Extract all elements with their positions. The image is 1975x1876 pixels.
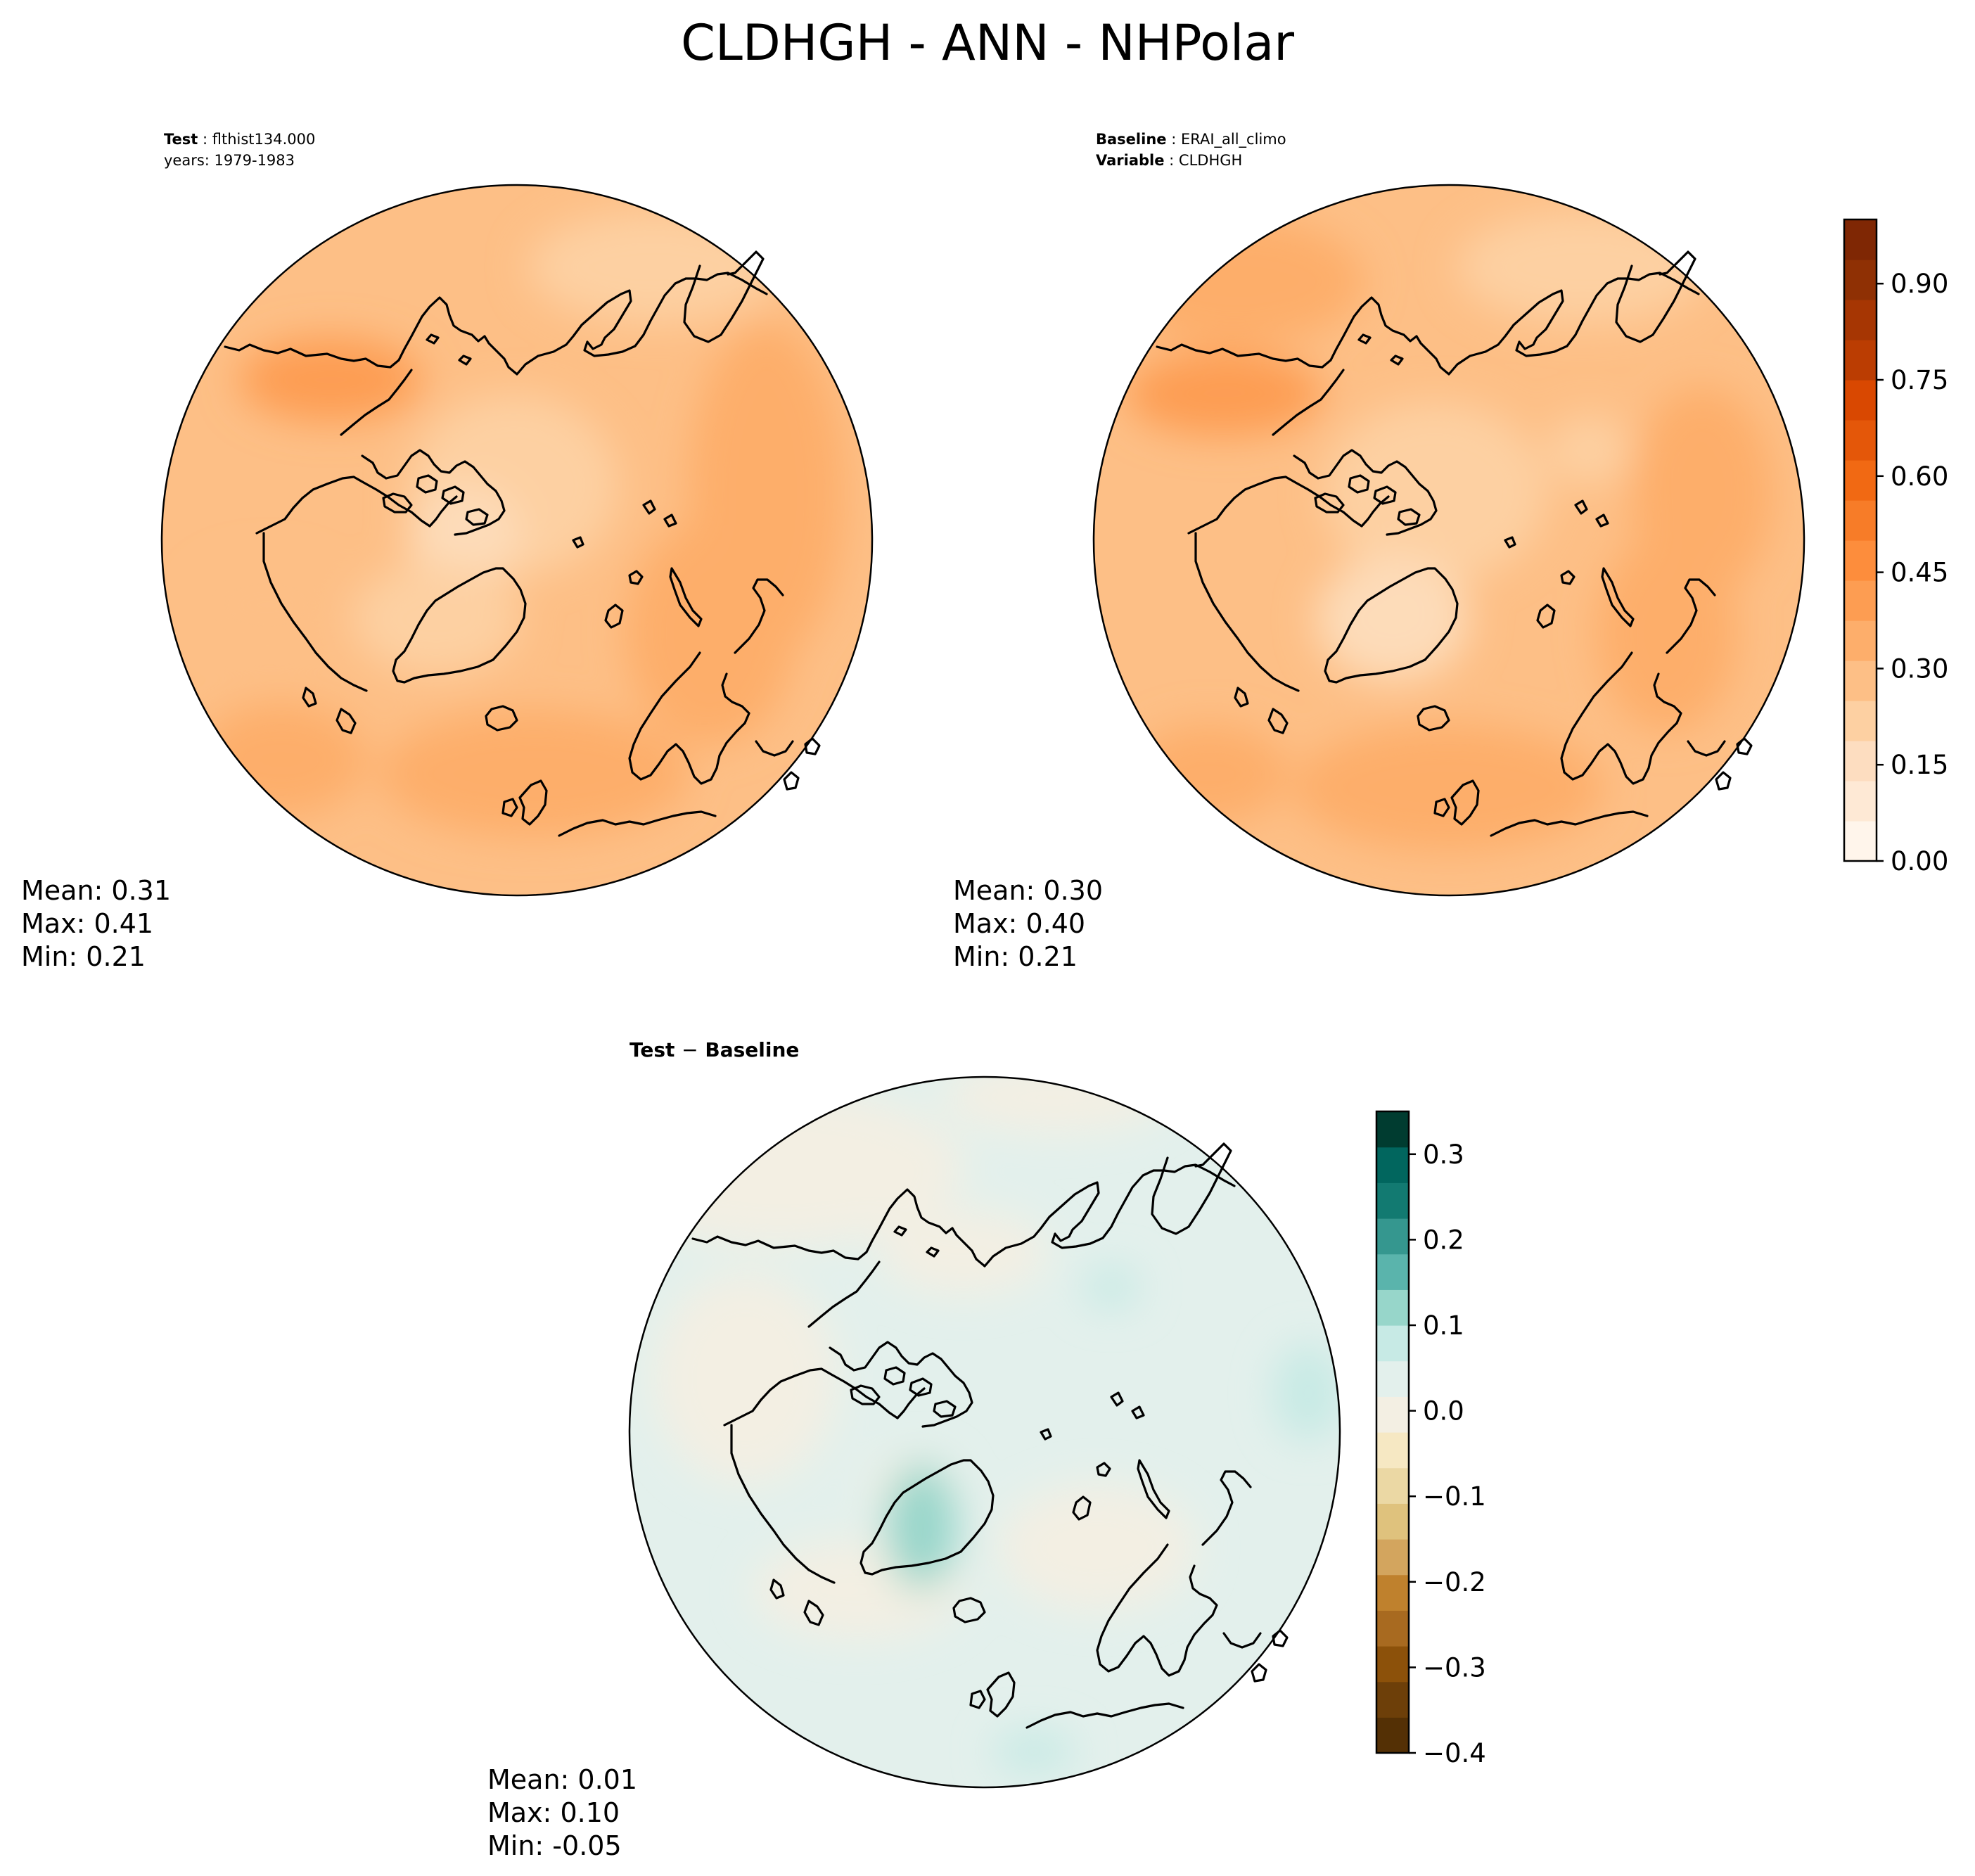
main-colorbar-segment xyxy=(1844,620,1877,661)
variable-label-key: Variable xyxy=(1096,152,1165,169)
diff-colorbar-tick-label: −0.1 xyxy=(1423,1481,1486,1512)
main-colorbar-tick-label: 0.30 xyxy=(1891,653,1948,684)
test-mean: Mean: 0.31 xyxy=(21,875,172,906)
diff-colorbar-segment xyxy=(1376,1681,1409,1718)
diff-colorbar-segment xyxy=(1376,1467,1409,1504)
main-colorbar-tick-label: 0.15 xyxy=(1891,750,1948,780)
baseline-label-value: ERAI_all_climo xyxy=(1180,131,1286,148)
main-colorbar-frame xyxy=(1843,218,1878,862)
diff-stats: Mean: 0.01 Max: 0.10 Min: -0.05 xyxy=(487,1763,637,1863)
test-stats: Mean: 0.31 Max: 0.41 Min: 0.21 xyxy=(21,874,171,974)
baseline-label-key: Baseline xyxy=(1096,131,1167,148)
diff-title-op: − xyxy=(682,1038,698,1061)
main-colorbar-segment xyxy=(1844,500,1877,541)
diff-colorbar-segment xyxy=(1376,1717,1409,1754)
diff-mean: Mean: 0.01 xyxy=(487,1764,638,1795)
figure-title: CLDHGH - ANN - NHPolar xyxy=(680,14,1295,72)
main-colorbar-segment xyxy=(1844,260,1877,300)
main-colorbar-tick-label: 0.45 xyxy=(1891,558,1948,588)
main-colorbar-tick-label: 0.90 xyxy=(1891,269,1948,299)
baseline-max: Max: 0.40 xyxy=(953,908,1086,939)
test-min: Min: 0.21 xyxy=(21,941,146,972)
main-colorbar-segment xyxy=(1844,741,1877,781)
diff-colorbar-segment xyxy=(1376,1539,1409,1576)
baseline-stats: Mean: 0.30 Max: 0.40 Min: 0.21 xyxy=(953,874,1103,974)
test-years: years: 1979-1983 xyxy=(164,152,295,169)
diff-min: Min: -0.05 xyxy=(487,1830,622,1861)
diff-title-key: Test xyxy=(629,1038,675,1061)
diff-colorbar-tick-label: −0.3 xyxy=(1423,1652,1486,1683)
diff-colorbar-segment xyxy=(1376,1325,1409,1362)
main-colorbar-segment xyxy=(1844,300,1877,340)
diff-colorbar-segment xyxy=(1376,1289,1409,1326)
test-map-border xyxy=(160,184,874,897)
diff-colorbar-segment xyxy=(1376,1182,1409,1219)
test-max: Max: 0.41 xyxy=(21,908,154,939)
main-colorbar-segment xyxy=(1844,781,1877,822)
main-colorbar-segment xyxy=(1844,420,1877,461)
diff-colorbar-frame xyxy=(1375,1110,1410,1754)
diff-colorbar-segment xyxy=(1376,1396,1409,1433)
test-label-key: Test xyxy=(164,131,198,148)
main-colorbar-segment xyxy=(1844,701,1877,741)
diff-colorbar-tick-label: −0.2 xyxy=(1423,1567,1486,1597)
main-colorbar-segment xyxy=(1844,540,1877,581)
diff-colorbar-segment xyxy=(1376,1432,1409,1469)
main-colorbar-segment xyxy=(1844,821,1877,862)
main-colorbar-segment xyxy=(1844,219,1877,260)
diff-colorbar-segment xyxy=(1376,1610,1409,1647)
diff-colorbar-tick-label: −0.4 xyxy=(1423,1738,1486,1768)
main-colorbar-tick-label: 0.60 xyxy=(1891,461,1948,492)
diff-title-value: Baseline xyxy=(705,1038,800,1061)
baseline-min: Min: 0.21 xyxy=(953,941,1078,972)
diff-colorbar-tick-label: 0.3 xyxy=(1423,1140,1464,1170)
diff-colorbar-segment xyxy=(1376,1646,1409,1683)
diff-colorbar-segment xyxy=(1376,1111,1409,1148)
diff-panel-title: Test − Baseline xyxy=(629,1038,799,1061)
main-colorbar-segment xyxy=(1844,380,1877,421)
test-map xyxy=(160,184,874,897)
main-colorbar-tick-label: 0.75 xyxy=(1891,365,1948,395)
test-label-value: flthist134.000 xyxy=(212,131,316,148)
main-colorbar-segment xyxy=(1844,580,1877,621)
diff-map-border xyxy=(628,1076,1341,1789)
baseline-map xyxy=(1092,184,1805,897)
diff-colorbar-segment xyxy=(1376,1360,1409,1397)
main-colorbar-segment xyxy=(1844,460,1877,501)
diff-colorbar-tick-label: 0.1 xyxy=(1423,1310,1464,1341)
baseline-panel-label: Baseline : ERAI_all_climo Variable : CLD… xyxy=(1096,131,1286,169)
diff-colorbar-tick-label: 0.0 xyxy=(1423,1396,1464,1427)
diff-colorbar-segment xyxy=(1376,1218,1409,1255)
test-panel-label: Test : flthist134.000 years: 1979-1983 xyxy=(164,129,315,171)
main-colorbar-segment xyxy=(1844,661,1877,701)
diff-map xyxy=(628,1076,1341,1789)
variable-label-value: CLDHGH xyxy=(1178,152,1243,169)
diff-colorbar-segment xyxy=(1376,1253,1409,1290)
diff-colorbar-segment xyxy=(1376,1574,1409,1611)
diff-colorbar-segment xyxy=(1376,1147,1409,1183)
diff-colorbar-tick-label: 0.2 xyxy=(1423,1225,1464,1255)
diff-colorbar: 0.3 0.2 0.1 0.0 −0.1 −0.2 −0.3 −0.4 xyxy=(1375,1110,1486,1768)
baseline-map-border xyxy=(1092,184,1805,897)
diff-colorbar-segment xyxy=(1376,1503,1409,1540)
main-colorbar-segment xyxy=(1844,340,1877,381)
baseline-mean: Mean: 0.30 xyxy=(953,875,1104,906)
diff-max: Max: 0.10 xyxy=(487,1797,620,1828)
main-colorbar-tick-label: 0.00 xyxy=(1891,846,1948,876)
main-colorbar: 0.00 0.15 0.30 0.45 0.60 0.75 0.90 xyxy=(1843,218,1948,876)
